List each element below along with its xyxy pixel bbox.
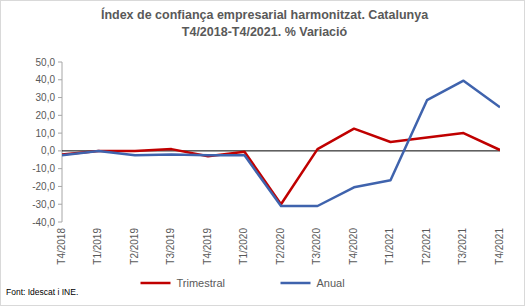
title: Índex de confiança empresarial harmonitz… [101,7,429,22]
legend-label: Trimestral [177,277,225,289]
x-tick-label: T3/2021 [457,228,468,265]
y-tick [58,133,62,134]
plot-area [62,81,500,206]
y-tick-label: 50,0 [36,57,56,68]
x-tick-label: T3/2019 [165,228,176,265]
y-tick-label: -10,0 [32,163,55,174]
subtitle: T4/2018-T4/2021. % Variació [182,25,348,39]
x-tick-label: T1/2020 [238,228,249,265]
series-line [62,129,500,205]
y-tick [58,62,62,63]
y-tick-label: -20,0 [32,181,55,192]
x-tick-label: T2/2019 [129,228,140,265]
x-tick-label: T4/2020 [348,228,359,265]
y-tick [58,204,62,205]
y-tick [58,115,62,116]
y-tick-label: 0,0 [41,145,55,156]
y-tick-label: 20,0 [36,110,56,121]
x-tick-label: T3/2020 [311,228,322,265]
y-tick-label: -40,0 [32,217,55,228]
y-tick [58,97,62,98]
legend-swatch [281,282,311,285]
chart-frame [1,1,525,306]
chart: Índex de confiança empresarial harmonitz… [0,0,525,306]
series-line [62,81,500,206]
x-tick-label: T4/2019 [202,228,213,265]
x-tick-label: T4/2021 [494,228,505,265]
y-tick [58,222,62,223]
legend-label: Anual [317,277,345,289]
x-tick-label: T1/2019 [92,228,103,265]
y-tick-label: -30,0 [32,199,55,210]
x-tick-label: T2/2021 [421,228,432,265]
y-tick-label: 40,0 [36,74,56,85]
y-tick [58,186,62,187]
y-tick-label: 30,0 [36,92,56,103]
y-tick [58,79,62,80]
y-axis [62,62,63,222]
x-tick-label: T2/2020 [275,228,286,265]
legend-swatch [141,282,171,285]
x-tick-label: T1/2021 [384,228,395,265]
y-tick [58,168,62,169]
x-tick-label: T4/2018 [56,228,67,265]
y-tick-label: 10,0 [36,128,56,139]
y-tick [58,150,62,151]
source: Font: Idescat i INE. [6,287,78,297]
